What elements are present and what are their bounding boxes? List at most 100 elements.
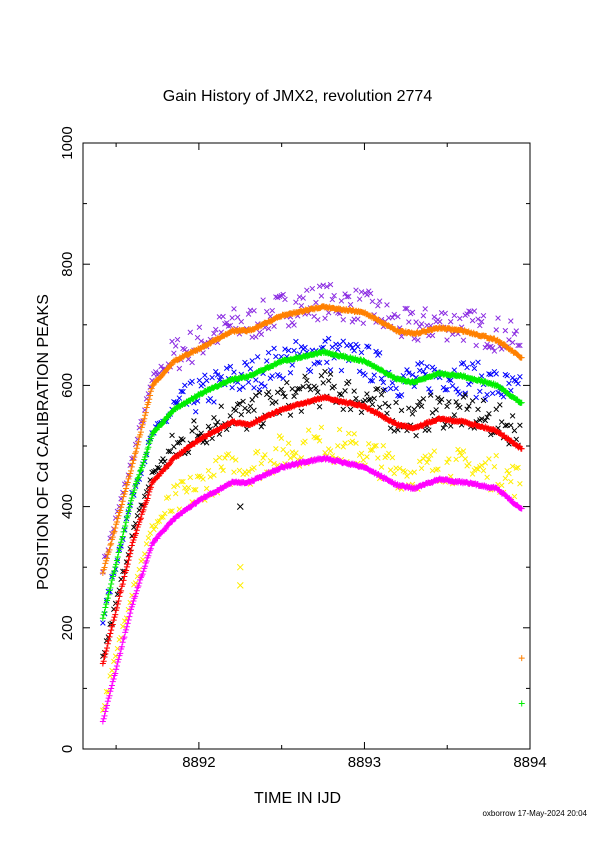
data-point (433, 467, 439, 473)
data-point (213, 422, 219, 428)
fit-point (129, 460, 136, 467)
data-point (469, 398, 476, 404)
fit-point (104, 555, 111, 562)
fit-point (147, 545, 154, 552)
fit-point (111, 567, 118, 574)
data-point (517, 373, 523, 380)
data-point (254, 354, 261, 360)
data-point (233, 457, 239, 463)
fit-point (101, 564, 108, 571)
data-point (211, 399, 217, 405)
fit-point (131, 454, 138, 461)
data-point (480, 397, 487, 404)
data-point (376, 298, 383, 304)
data-point (236, 400, 243, 407)
data-point (364, 292, 370, 298)
data-point (287, 370, 294, 376)
data-point (387, 385, 394, 392)
data-point (285, 347, 292, 354)
data-point (276, 293, 283, 300)
data-point (500, 394, 507, 400)
fit-point (120, 528, 127, 535)
data-point (291, 393, 297, 400)
data-point (435, 395, 441, 401)
fit-point (132, 593, 139, 600)
fit-point (167, 362, 174, 369)
fit-point (121, 634, 128, 641)
fit-point (130, 489, 137, 496)
data-point (169, 338, 175, 345)
fit-point (120, 577, 127, 584)
data-point (258, 381, 265, 387)
data-point (320, 282, 326, 288)
data-point (478, 373, 485, 379)
fit-point (139, 462, 146, 469)
data-point (480, 467, 487, 474)
data-point (424, 459, 430, 466)
data-point (391, 428, 397, 434)
data-point (484, 414, 490, 420)
data-point (298, 408, 305, 415)
data-point (504, 372, 510, 379)
data-point (313, 299, 319, 306)
data-point (438, 396, 445, 403)
data-point (416, 323, 423, 330)
data-point (415, 361, 421, 367)
data-point (247, 366, 254, 372)
fit-point (109, 534, 116, 541)
data-point (327, 367, 334, 373)
data-point (192, 408, 199, 415)
fit-point (104, 644, 111, 651)
data-point (478, 416, 485, 422)
data-point (369, 378, 376, 384)
data-point (154, 464, 161, 471)
data-point (373, 348, 379, 355)
data-point (185, 484, 192, 491)
data-point (152, 523, 159, 530)
data-point (447, 377, 454, 384)
data-point (444, 459, 450, 466)
data-point (509, 463, 516, 470)
fit-point (121, 573, 128, 580)
data-point (145, 535, 152, 541)
data-point (218, 373, 224, 380)
data-point (396, 465, 403, 472)
data-point (427, 392, 434, 398)
data-point (216, 377, 223, 383)
fit-point (112, 525, 119, 532)
data-point (231, 369, 237, 375)
data-point (451, 312, 458, 319)
data-point (475, 406, 481, 413)
fit-point (518, 445, 525, 452)
data-point (506, 337, 512, 343)
fit-point (103, 647, 110, 654)
fit-point (145, 444, 152, 451)
x-axis-label: TIME IN IJD (253, 790, 342, 807)
data-point (345, 378, 352, 385)
fit-point (125, 475, 132, 482)
data-point (446, 456, 452, 462)
data-point (457, 449, 463, 456)
fit-point (139, 571, 146, 578)
data-point (431, 448, 438, 454)
data-point (475, 359, 481, 366)
data-point (325, 335, 332, 342)
data-point (506, 470, 512, 477)
data-point (322, 338, 328, 344)
fit-point (103, 705, 110, 712)
chart-title: Gain History of JMX2, revolution 2774 (162, 88, 433, 105)
data-point (469, 471, 476, 477)
data-point (411, 335, 418, 342)
data-point (365, 344, 372, 350)
data-point (253, 334, 259, 340)
data-point (362, 372, 368, 378)
fit-point (146, 396, 153, 403)
data-point (182, 382, 188, 389)
data-point (318, 424, 325, 431)
fit-point (101, 609, 108, 616)
data-point (305, 427, 312, 433)
data-point (269, 373, 275, 379)
data-point (371, 443, 377, 449)
fit-point (142, 409, 149, 416)
